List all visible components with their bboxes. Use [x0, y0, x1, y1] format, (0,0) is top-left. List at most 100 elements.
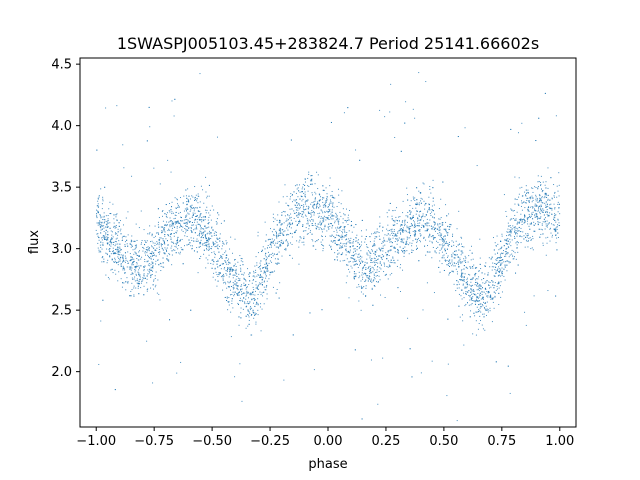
data-point	[98, 195, 100, 197]
data-point	[251, 298, 253, 300]
data-point	[134, 266, 136, 268]
data-point	[423, 220, 425, 222]
data-point	[153, 254, 155, 256]
data-point	[205, 236, 207, 238]
data-point	[475, 279, 477, 281]
data-point	[319, 205, 321, 207]
data-point	[182, 230, 184, 232]
data-point	[486, 291, 488, 293]
data-point	[362, 261, 364, 263]
data-point	[110, 241, 112, 243]
data-point	[384, 240, 386, 242]
data-point	[402, 229, 404, 231]
data-point	[97, 211, 99, 213]
data-point	[334, 222, 336, 224]
data-point	[541, 211, 543, 213]
data-point	[487, 274, 489, 276]
data-point	[342, 236, 344, 238]
data-point	[104, 235, 106, 237]
data-point	[180, 197, 182, 199]
data-point	[245, 306, 247, 308]
data-point	[311, 233, 313, 235]
data-point	[290, 227, 292, 229]
data-point	[198, 223, 200, 225]
data-point	[127, 262, 129, 264]
data-point	[358, 256, 360, 258]
data-point	[237, 302, 239, 304]
data-point	[420, 197, 422, 199]
data-point	[257, 252, 259, 254]
data-point	[515, 230, 517, 232]
data-point	[221, 245, 223, 247]
data-point	[478, 323, 480, 325]
data-point	[121, 237, 123, 239]
data-point	[312, 240, 314, 242]
data-point	[509, 229, 511, 231]
data-point	[379, 255, 381, 257]
data-point	[489, 307, 491, 309]
data-point	[249, 293, 251, 295]
data-point	[537, 181, 539, 183]
data-point	[432, 235, 434, 237]
data-point	[249, 312, 251, 314]
data-point	[254, 299, 256, 301]
data-point	[163, 266, 165, 268]
data-point	[287, 229, 289, 231]
data-point	[338, 235, 340, 237]
data-point	[490, 286, 492, 288]
data-point	[304, 181, 306, 183]
data-point	[306, 223, 308, 225]
data-point	[495, 272, 497, 274]
data-point	[351, 231, 353, 233]
data-point	[316, 171, 318, 173]
data-point	[361, 260, 363, 262]
data-point	[153, 236, 155, 238]
data-point	[215, 240, 217, 242]
data-point	[388, 209, 390, 211]
data-point	[527, 223, 529, 225]
data-point	[390, 238, 392, 240]
data-point	[453, 265, 455, 267]
data-point	[344, 219, 346, 221]
data-point	[397, 259, 399, 261]
data-point	[456, 280, 458, 282]
data-point	[232, 288, 234, 290]
data-point	[337, 239, 339, 241]
data-point	[416, 247, 418, 249]
data-point	[222, 282, 224, 284]
data-point	[241, 288, 243, 290]
data-point	[348, 251, 350, 253]
data-point	[289, 254, 291, 256]
data-point	[261, 276, 263, 278]
data-point	[416, 245, 418, 247]
data-point	[338, 252, 340, 254]
data-point	[248, 284, 250, 286]
data-point	[201, 221, 203, 223]
data-point	[134, 265, 136, 267]
data-point	[196, 238, 198, 240]
data-point	[206, 248, 208, 250]
data-point	[381, 257, 383, 259]
data-point	[499, 285, 501, 287]
data-point	[274, 270, 276, 272]
data-point	[374, 258, 376, 260]
data-point	[250, 294, 252, 296]
data-point	[144, 244, 146, 246]
data-point	[245, 298, 247, 300]
data-point	[466, 281, 468, 283]
data-point	[462, 272, 464, 274]
data-point	[281, 255, 283, 257]
data-point	[152, 264, 154, 266]
data-point	[537, 186, 539, 188]
data-point	[150, 276, 152, 278]
data-point	[200, 241, 202, 243]
data-point	[477, 328, 479, 330]
data-point	[222, 277, 224, 279]
data-point	[356, 246, 358, 248]
data-point	[523, 215, 525, 217]
data-point	[444, 250, 446, 252]
data-point	[164, 224, 166, 226]
data-point	[504, 253, 506, 255]
data-point	[227, 269, 229, 271]
data-point	[417, 218, 419, 220]
